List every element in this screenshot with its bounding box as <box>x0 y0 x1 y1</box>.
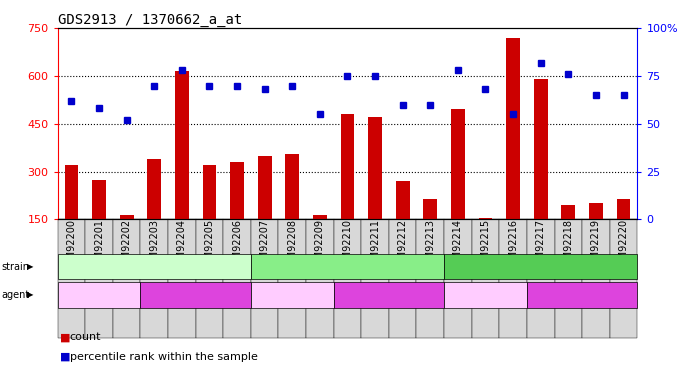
Bar <box>334 219 361 338</box>
Bar <box>285 154 299 267</box>
Bar <box>527 219 555 338</box>
Bar <box>279 219 306 338</box>
Bar <box>389 219 416 338</box>
Text: GSM92215: GSM92215 <box>481 219 490 273</box>
Bar <box>361 219 389 338</box>
Text: GSM92203: GSM92203 <box>149 219 159 272</box>
Text: percentile rank within the sample: percentile rank within the sample <box>70 352 258 362</box>
Text: GSM92207: GSM92207 <box>260 219 270 273</box>
Bar <box>223 219 251 338</box>
Text: GSM92212: GSM92212 <box>398 219 407 273</box>
Bar <box>610 219 637 338</box>
Text: ■: ■ <box>60 333 70 342</box>
Text: ■: ■ <box>60 352 70 362</box>
Text: GDS2913 / 1370662_a_at: GDS2913 / 1370662_a_at <box>58 13 242 27</box>
Bar <box>368 117 382 267</box>
Bar <box>616 199 631 267</box>
Text: GSM92211: GSM92211 <box>370 219 380 272</box>
Bar <box>258 156 272 267</box>
Bar <box>92 180 106 267</box>
Text: GSM92216: GSM92216 <box>508 219 518 272</box>
Bar <box>506 38 520 267</box>
Bar <box>203 165 216 267</box>
Bar <box>230 162 244 267</box>
Bar <box>534 79 548 267</box>
Text: ▶: ▶ <box>27 262 34 271</box>
Bar <box>120 214 134 267</box>
Bar <box>472 219 499 338</box>
Bar <box>582 219 610 338</box>
Bar <box>340 114 355 267</box>
Bar <box>58 219 85 338</box>
Bar <box>313 214 327 267</box>
Bar <box>589 203 603 267</box>
Text: GSM92200: GSM92200 <box>66 219 77 272</box>
Text: GSM92210: GSM92210 <box>342 219 353 272</box>
Text: GSM92219: GSM92219 <box>591 219 601 272</box>
Bar <box>416 219 444 338</box>
Bar <box>561 205 575 267</box>
Bar <box>451 110 465 267</box>
Bar <box>85 219 113 338</box>
Bar <box>140 219 168 338</box>
Bar <box>396 181 410 267</box>
Text: count: count <box>70 333 101 342</box>
Bar <box>175 71 188 267</box>
Text: GSM92206: GSM92206 <box>232 219 242 272</box>
Text: ▶: ▶ <box>27 290 34 299</box>
Text: GSM92218: GSM92218 <box>563 219 574 272</box>
Text: GSM92205: GSM92205 <box>205 219 214 273</box>
Bar <box>147 159 161 267</box>
Bar <box>555 219 582 338</box>
Bar <box>423 199 437 267</box>
Text: GSM92208: GSM92208 <box>287 219 297 272</box>
Text: GSM92213: GSM92213 <box>425 219 435 272</box>
Text: GSM92217: GSM92217 <box>536 219 546 273</box>
Text: agent: agent <box>1 290 30 300</box>
Bar <box>499 219 527 338</box>
Text: GSM92220: GSM92220 <box>618 219 629 273</box>
Bar <box>113 219 140 338</box>
Bar <box>306 219 334 338</box>
Bar <box>196 219 223 338</box>
Bar <box>251 219 279 338</box>
Text: GSM92202: GSM92202 <box>121 219 132 273</box>
Text: GSM92214: GSM92214 <box>453 219 463 272</box>
Text: GSM92204: GSM92204 <box>177 219 187 272</box>
Bar <box>479 218 492 267</box>
Bar <box>64 165 79 267</box>
Text: GSM92209: GSM92209 <box>315 219 325 272</box>
Text: strain: strain <box>1 262 29 272</box>
Bar <box>444 219 472 338</box>
Bar <box>168 219 196 338</box>
Text: GSM92201: GSM92201 <box>94 219 104 272</box>
